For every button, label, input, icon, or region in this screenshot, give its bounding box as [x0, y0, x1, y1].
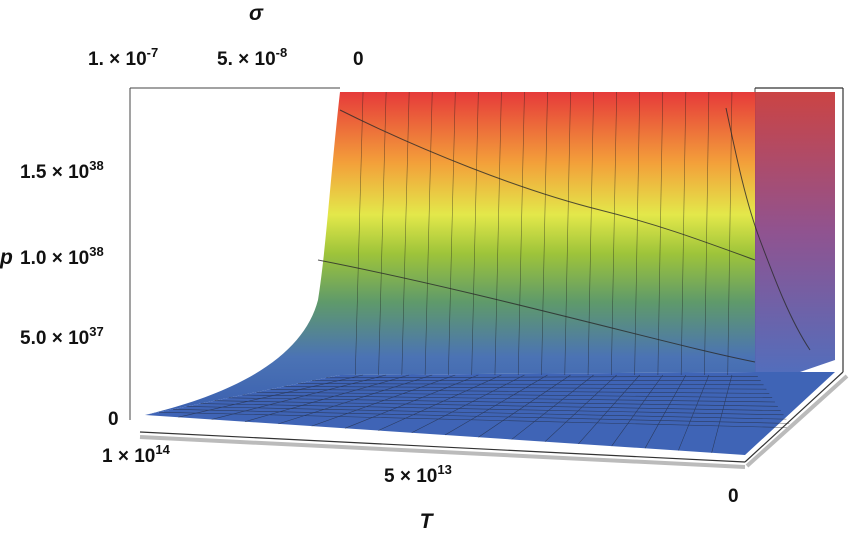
svg-text:1.5 × 1038: 1.5 × 1038 [20, 158, 104, 183]
mesh-line [478, 374, 571, 438]
box-front-shade [139, 435, 746, 469]
svg-text:1. × 10-7: 1. × 10-7 [88, 45, 158, 70]
mesh-line [587, 91, 594, 376]
T-tick-label: 0 [728, 486, 739, 507]
mesh-line [354, 91, 364, 376]
T-tick-label: 5 × 1013 [384, 462, 452, 487]
mesh-line [517, 91, 525, 376]
p-axis: p 1.5 × 1038 1.0 × 1038 5.0 × 1037 0 [0, 158, 119, 430]
mesh-line [444, 374, 548, 436]
mesh-line [611, 374, 664, 447]
mesh-line [544, 374, 617, 442]
svg-text:1.0 × 1038: 1.0 × 1038 [20, 244, 104, 269]
mesh-line [242, 394, 776, 403]
mesh-line [644, 374, 687, 449]
p-axis-title: p [0, 246, 13, 269]
mesh-line [178, 374, 364, 418]
mesh-line [344, 374, 479, 429]
svg-text:5 × 1013: 5 × 1013 [384, 462, 452, 487]
svg-text:5. × 10-8: 5. × 10-8 [217, 45, 287, 70]
mesh-line [704, 91, 710, 376]
mesh-line [278, 374, 433, 425]
svg-text:1 × 1014: 1 × 1014 [102, 442, 171, 467]
mesh-line [244, 374, 410, 422]
mesh-line [511, 374, 594, 440]
mesh-line [727, 91, 733, 376]
surface-side [755, 92, 835, 372]
mesh-line [228, 397, 778, 407]
mesh-line [256, 391, 773, 399]
svg-text:5.0 × 1037: 5.0 × 1037 [20, 324, 104, 349]
mesh-line [711, 374, 733, 453]
surface [145, 91, 835, 455]
surface-wall [145, 92, 755, 415]
sigma-tick-label: 5. × 10-8 [217, 45, 287, 70]
mesh-line [158, 411, 793, 429]
mesh-line [678, 374, 710, 451]
mesh-line [471, 91, 479, 376]
box-front-shade-right [745, 374, 849, 468]
mesh-line [311, 374, 456, 427]
mesh-line [411, 374, 525, 434]
mesh-line [326, 375, 758, 379]
mesh-line [298, 383, 764, 386]
mesh-line [172, 408, 790, 424]
mesh-line [214, 400, 781, 411]
surface-contours [317, 107, 811, 363]
mesh-line [657, 91, 664, 376]
mesh-line [378, 91, 387, 376]
T-tick-label: 1 × 1014 [102, 442, 171, 467]
sigma-tick-label: 0 [353, 49, 364, 70]
mesh-line [200, 403, 784, 416]
T-axis: 1 × 1014 5 × 1013 0 T [102, 442, 739, 533]
p-tick-label: 5.0 × 1037 [20, 324, 104, 349]
mesh-line [564, 91, 571, 376]
p-tick-label: 0 [108, 409, 119, 430]
sigma-tick-label: 1. × 10-7 [88, 45, 158, 70]
mesh-line [680, 91, 687, 376]
mesh-line [211, 374, 387, 420]
T-axis-title: T [420, 510, 435, 533]
mesh-line [578, 374, 640, 445]
mesh-line [401, 91, 410, 376]
p-tick-label: 1.0 × 1038 [20, 244, 104, 269]
mesh-line [494, 91, 502, 376]
box-front [139, 87, 844, 463]
sigma-axis-title: σ [249, 2, 264, 25]
sigma-axis: σ 1. × 10-7 5. × 10-8 0 [88, 2, 364, 70]
mesh-line [448, 91, 456, 376]
mesh-line [186, 406, 787, 420]
mesh-line [378, 374, 502, 431]
surface-mesh [158, 91, 793, 453]
mesh-line [634, 91, 641, 376]
mesh-line [424, 91, 433, 376]
p-tick-label: 1.5 × 1038 [20, 158, 104, 183]
mesh-line [541, 91, 548, 376]
